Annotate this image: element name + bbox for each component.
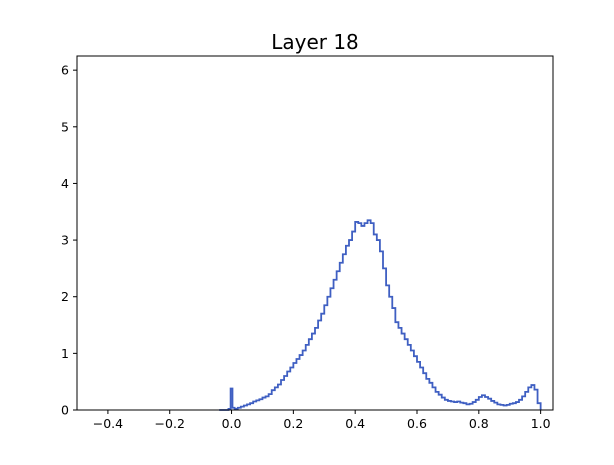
y-tick-label: 4 <box>61 176 69 191</box>
y-tick-label: 1 <box>61 346 69 361</box>
series-layer <box>219 219 542 411</box>
x-tick-label: 1.0 <box>531 416 551 431</box>
x-tick-label: −0.4 <box>93 416 123 431</box>
y-tick-label: 0 <box>61 403 69 418</box>
y-tick-label: 6 <box>61 63 69 78</box>
x-tick-label: 0.4 <box>345 416 365 431</box>
x-tick-label: 0.6 <box>407 416 427 431</box>
y-tick-label: 2 <box>61 289 69 304</box>
histogram-step-line <box>219 219 542 411</box>
x-tick-label: 0.8 <box>469 416 489 431</box>
y-tick-label: 5 <box>61 119 69 134</box>
y-axis: 0 1 2 3 4 5 6 <box>61 63 77 418</box>
x-tick-label: 0.2 <box>283 416 303 431</box>
y-tick-label: 3 <box>61 233 69 248</box>
chart-title: Layer 18 <box>271 30 359 54</box>
plot-frame <box>76 55 554 411</box>
x-tick-label: −0.2 <box>155 416 185 431</box>
x-axis: −0.4 −0.2 0.0 0.2 0.4 0.6 0.8 1.0 <box>93 410 551 431</box>
x-tick-label: 0.0 <box>222 416 242 431</box>
